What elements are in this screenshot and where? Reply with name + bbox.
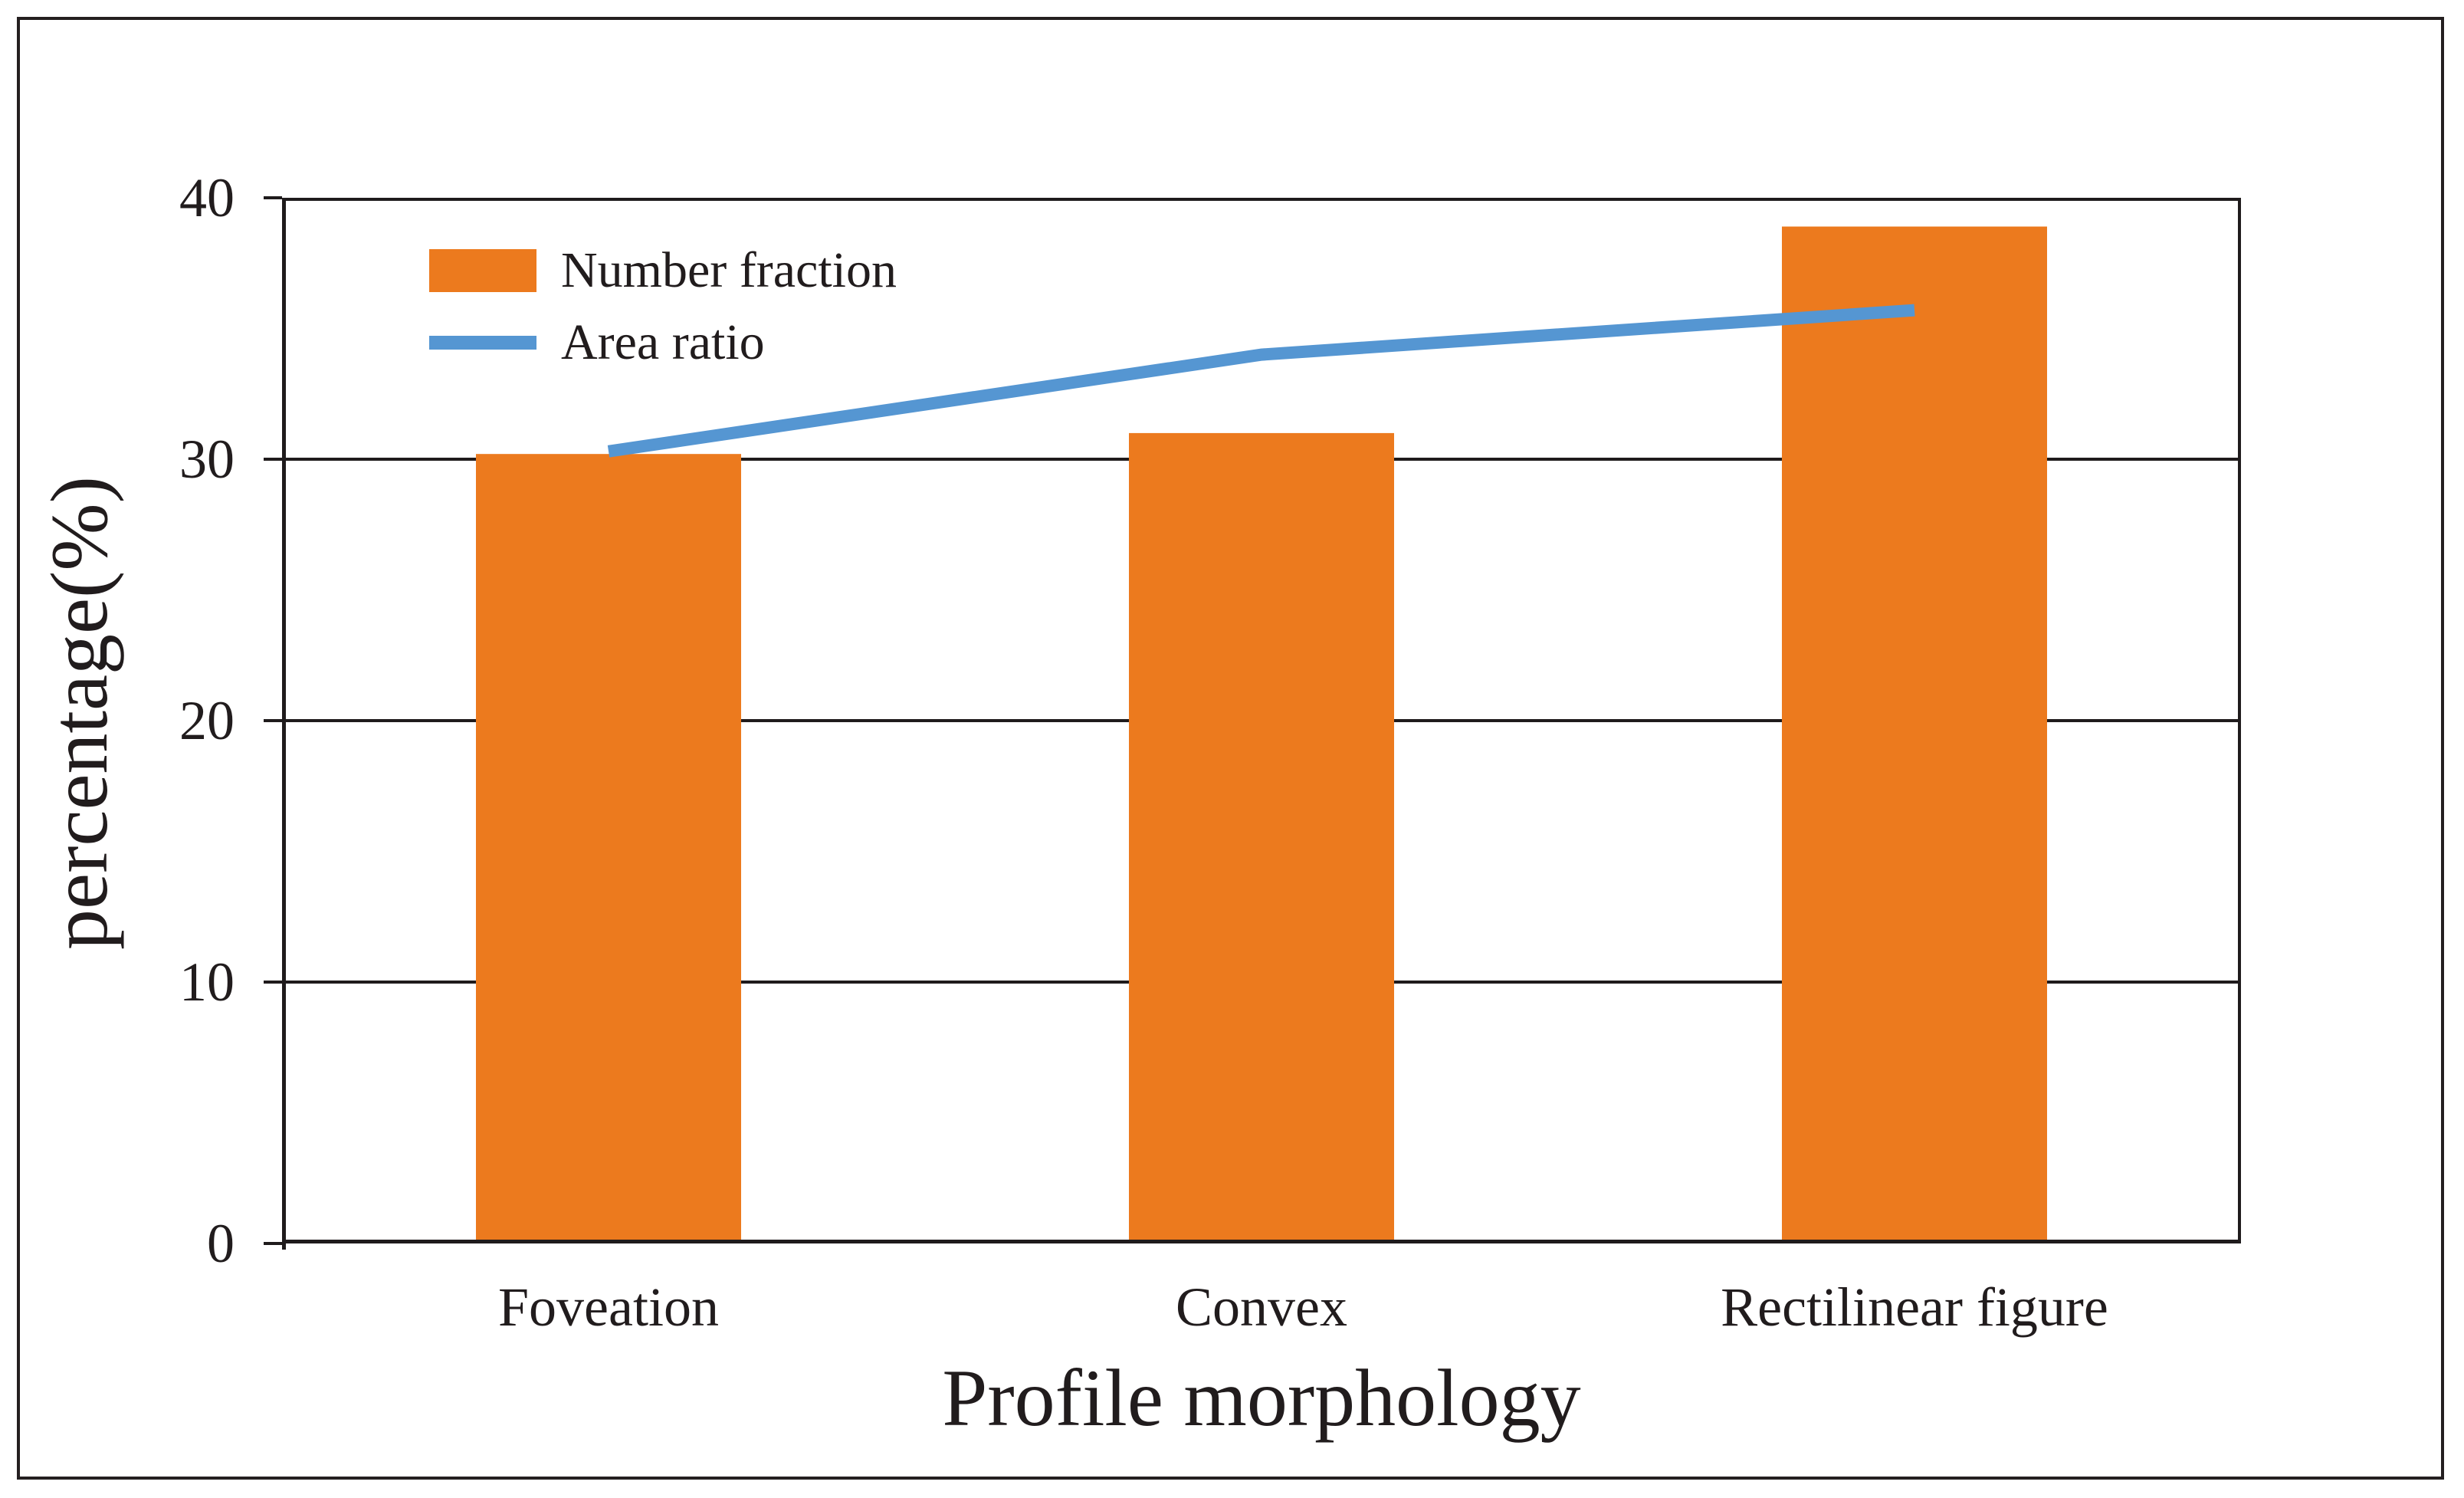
legend-swatch-area-ratio xyxy=(429,336,536,350)
legend: Number fraction Area ratio xyxy=(429,235,897,379)
x-category-label: Convex xyxy=(1176,1276,1347,1338)
legend-label-number-fraction: Number fraction xyxy=(561,242,897,298)
bar-number-fraction xyxy=(1782,226,2047,1243)
x-category-label: Rectilinear figure xyxy=(1721,1276,2108,1338)
plot-area xyxy=(264,196,2241,1250)
legend-swatch-number-fraction xyxy=(429,249,536,292)
legend-swatch-wrap xyxy=(429,249,536,292)
y-tick-label: 20 xyxy=(179,690,235,751)
x-category-label: Foveation xyxy=(498,1276,719,1338)
bar-number-fraction xyxy=(1129,432,1394,1243)
legend-swatch-wrap xyxy=(429,336,536,350)
y-tick-label: 40 xyxy=(179,167,235,228)
y-tick-label: 0 xyxy=(207,1213,235,1274)
legend-item-number-fraction: Number fraction xyxy=(429,235,897,307)
area-ratio-line xyxy=(607,304,1915,458)
legend-item-area-ratio: Area ratio xyxy=(429,307,897,379)
legend-label-area-ratio: Area ratio xyxy=(561,314,765,370)
y-tick-label: 10 xyxy=(179,951,235,1013)
y-tick-label: 30 xyxy=(179,429,235,490)
x-axis-title: Profile morphology xyxy=(942,1353,1581,1443)
bar-number-fraction xyxy=(476,454,741,1244)
